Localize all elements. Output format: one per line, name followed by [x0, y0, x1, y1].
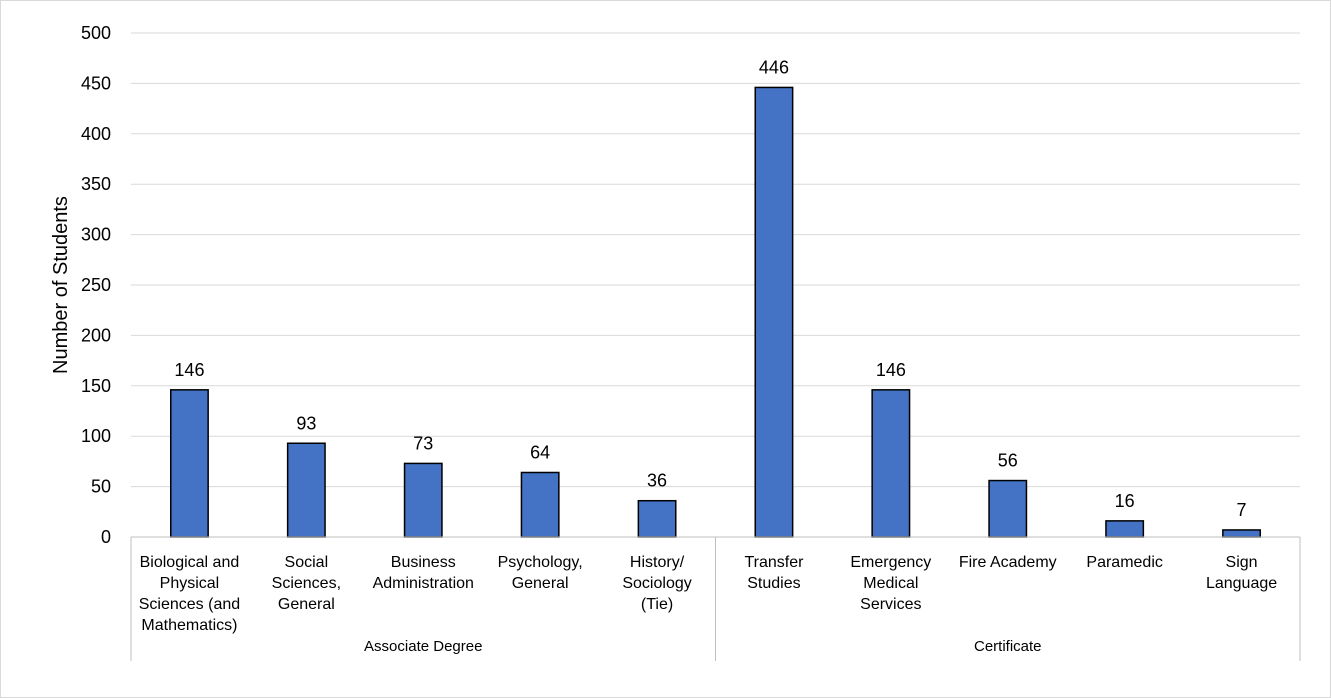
- x-category-label: Biological and Physical Sciences (and Mathe…: [139, 554, 240, 634]
- y-tick-label: 100: [81, 426, 111, 446]
- data-label: 93: [296, 413, 316, 433]
- y-tick-label: 250: [81, 275, 111, 295]
- y-tick-label: 500: [81, 23, 111, 43]
- data-label: 7: [1237, 500, 1247, 520]
- y-tick-label: 200: [81, 325, 111, 345]
- data-labels: 146 93 73 64 36 446 146 56 16 7: [174, 57, 1246, 520]
- x-category-label: Social Sciences, General: [272, 554, 341, 613]
- bar: [520, 471, 560, 538]
- group-label: Associate Degree: [364, 638, 482, 655]
- x-category-label: Paramedic: [1086, 554, 1162, 571]
- y-tick-label: 450: [81, 73, 111, 93]
- data-label: 64: [530, 442, 550, 462]
- data-label: 56: [998, 451, 1018, 471]
- x-category-label: Sign Language: [1206, 554, 1277, 592]
- y-tick-label: 300: [81, 225, 111, 245]
- data-label: 146: [876, 360, 906, 380]
- data-label: 36: [647, 471, 667, 491]
- gridlines: [131, 32, 1300, 488]
- bar: [286, 442, 326, 538]
- data-label: 446: [759, 57, 789, 77]
- y-axis-title: Number of Students: [50, 196, 72, 374]
- y-tick-label: 50: [91, 477, 111, 497]
- bar: [637, 499, 677, 538]
- x-category-label: History/Sociology (Tie): [622, 554, 691, 613]
- x-category-label: Emergency Medical Services: [850, 554, 931, 613]
- y-tick-label: 400: [81, 124, 111, 144]
- data-label: 16: [1115, 491, 1135, 511]
- axes: 0 50 100 150 200 250 300 350 400 450 500 Number of …: [50, 23, 1301, 661]
- x-category-label: Fire Academy: [959, 554, 1057, 571]
- data-label: 146: [174, 360, 204, 380]
- y-tick-label: 150: [81, 376, 111, 396]
- y-tick-label: 0: [101, 527, 111, 547]
- x-category-label: Transfer Studies: [744, 554, 804, 592]
- bar: [988, 479, 1028, 538]
- group-label: Certificate: [974, 638, 1042, 655]
- y-tick-label: 350: [81, 174, 111, 194]
- bar: [754, 86, 794, 538]
- bars: [169, 86, 1262, 538]
- bar: [1222, 529, 1262, 538]
- bar: [871, 389, 911, 538]
- bar: [169, 389, 209, 538]
- bar: [1105, 520, 1145, 538]
- data-label: 73: [413, 433, 433, 453]
- x-category-label: Business Administration: [373, 554, 474, 592]
- x-category-label: Psychology, General: [498, 554, 583, 592]
- bar: [403, 462, 443, 538]
